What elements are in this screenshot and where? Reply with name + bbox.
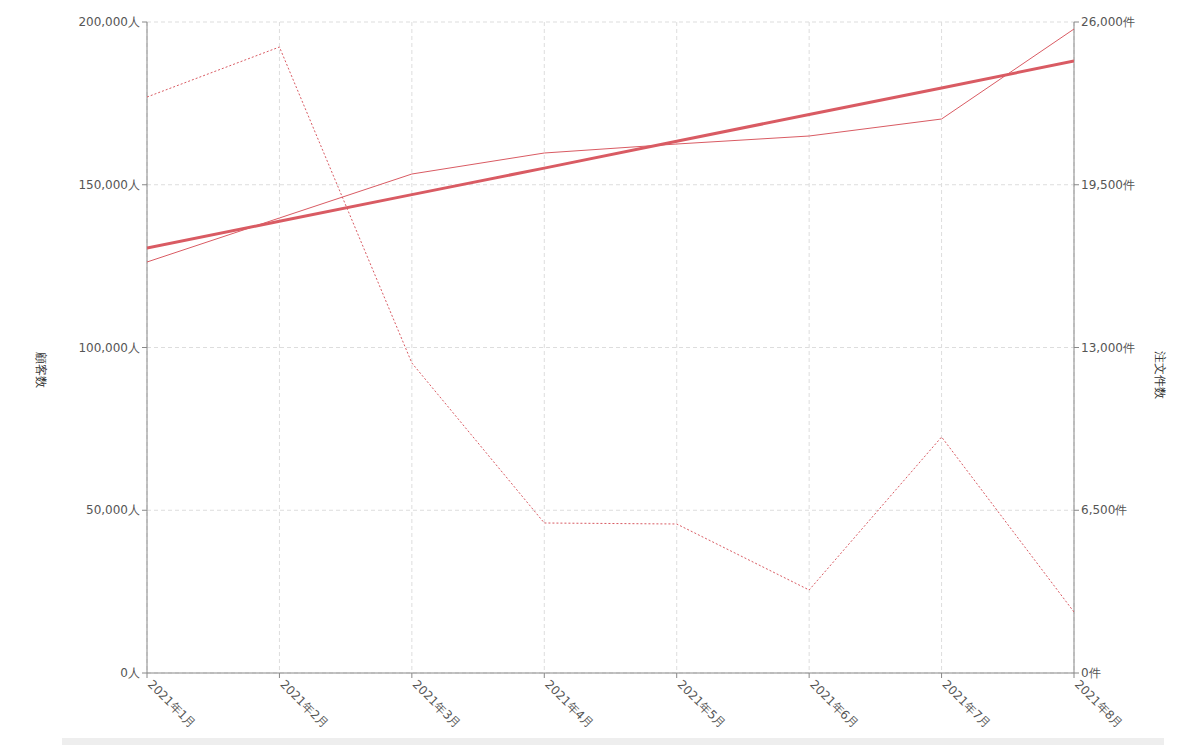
grid-line [809, 22, 810, 673]
y-tick-label: 200,000人 [78, 15, 140, 29]
y2-tick-label: 26,000件 [1081, 15, 1135, 29]
grid [147, 22, 1074, 673]
plot-area [147, 29, 1074, 612]
x-tick-label: 2021年8月 [1072, 677, 1126, 731]
grid-line [147, 510, 1074, 511]
x-tick-label: 2021年1月 [145, 677, 199, 731]
y2-tick [1074, 673, 1079, 674]
grid-line [279, 22, 280, 673]
y-tick-label: 150,000人 [78, 178, 140, 192]
chart: 0人 50,000人 100,000人 150,000人 200,000人 0件 6,500… [0, 0, 1193, 745]
grid-line [544, 22, 545, 673]
y2-tick-label: 0件 [1081, 666, 1101, 680]
y-tick-label: 100,000人 [78, 341, 140, 355]
y-tick [142, 22, 147, 23]
grid-line [411, 22, 412, 673]
x-tick-label: 2021年5月 [675, 677, 729, 731]
x-tick [676, 673, 677, 678]
y2-tick [1074, 347, 1079, 348]
y2-axis-title: 注文件数 [1153, 351, 1167, 399]
y-axis-title: 顧客数 [34, 352, 48, 388]
grid-line [941, 22, 942, 673]
series-line [147, 29, 1074, 262]
y2-tick-label: 6,500件 [1081, 503, 1127, 517]
x-tick-label: 2021年3月 [410, 677, 464, 731]
grid-line [147, 22, 1074, 23]
series-line [147, 61, 1074, 248]
x-tick-label: 2021年2月 [277, 677, 331, 731]
x-tick [544, 673, 545, 678]
y2-tick [1074, 510, 1079, 511]
y-tick [142, 673, 147, 674]
grid-line [147, 347, 1074, 348]
y-tick-label: 0人 [120, 666, 140, 680]
x-tick [1074, 673, 1075, 678]
y2-tick [1074, 22, 1079, 23]
grid-line [676, 22, 677, 673]
y-tick [142, 184, 147, 185]
x-tick-label: 2021年6月 [807, 677, 861, 731]
x-axis-line [147, 673, 1074, 674]
x-tick [147, 673, 148, 678]
y-tick [142, 510, 147, 511]
y2-tick-label: 19,500件 [1081, 178, 1135, 192]
y-tick [142, 347, 147, 348]
x-tick-label: 2021年4月 [542, 677, 596, 731]
grid-line [147, 184, 1074, 185]
series-line [147, 47, 1074, 612]
footer-band [62, 738, 1164, 745]
y2-tick [1074, 184, 1079, 185]
x-tick [411, 673, 412, 678]
x-tick [809, 673, 810, 678]
x-tick [941, 673, 942, 678]
y-tick-label: 50,000人 [86, 503, 140, 517]
grid-line [147, 673, 1074, 674]
y2-tick-label: 13,000件 [1081, 341, 1135, 355]
x-tick-label: 2021年7月 [939, 677, 993, 731]
x-tick [279, 673, 280, 678]
